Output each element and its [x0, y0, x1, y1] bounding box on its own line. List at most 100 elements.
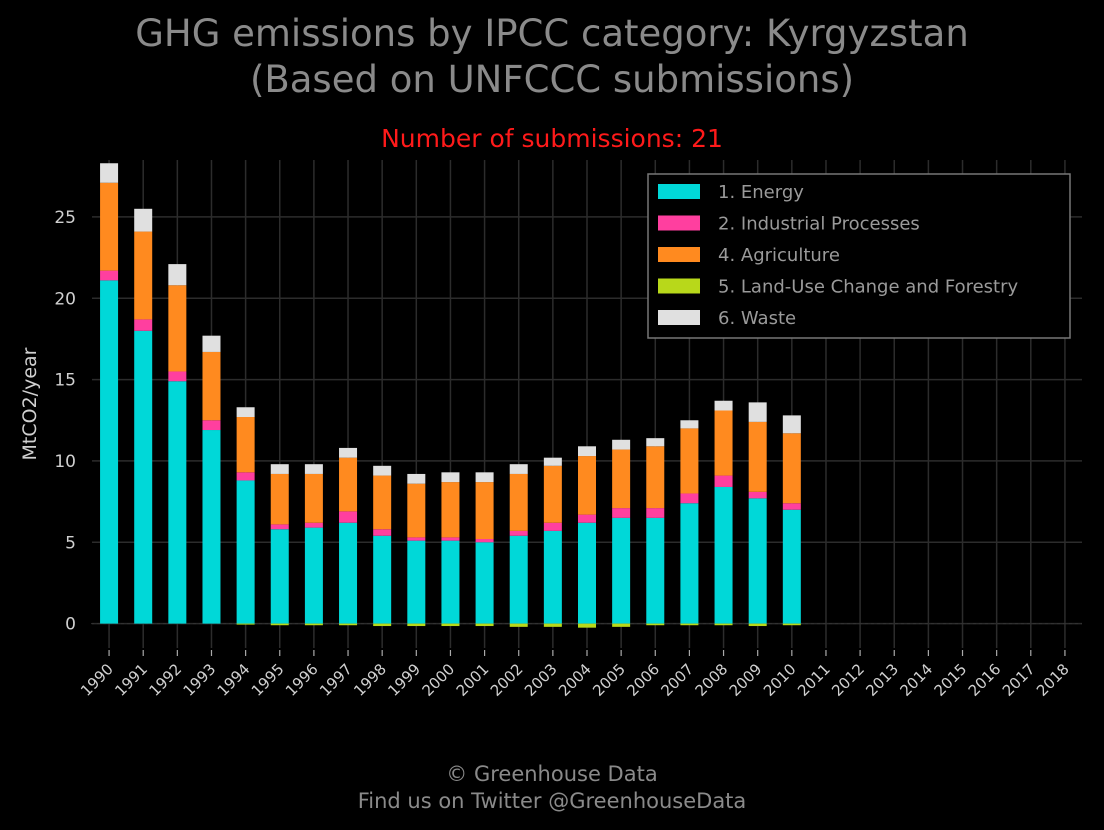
x-tick-label: 2005: [589, 660, 629, 700]
bar-segment: [748, 623, 767, 627]
bar-segment: [373, 535, 392, 624]
bar-segment: [339, 457, 358, 512]
bar-segment: [441, 482, 460, 538]
copyright-footer: © Greenhouse Data: [446, 762, 658, 786]
x-tick-label: 2012: [828, 660, 868, 700]
bar-segment: [373, 475, 392, 530]
bar-segment: [578, 623, 596, 628]
legend-swatch: [658, 310, 700, 325]
bar-segment: [270, 464, 289, 474]
bar-segment: [646, 508, 665, 518]
bar-segment: [441, 540, 460, 624]
bar-segment: [236, 407, 255, 418]
bar-segment: [100, 280, 119, 624]
bar-segment: [339, 623, 358, 626]
bar-segment: [680, 493, 699, 504]
bar-segment: [748, 491, 767, 499]
bar-segment: [134, 208, 153, 232]
bar-segment: [646, 446, 665, 509]
bar-segment: [509, 464, 528, 474]
bar-segment: [407, 540, 426, 624]
legend-swatch: [658, 278, 700, 294]
y-tick-label: 0: [65, 615, 76, 635]
bar-segment: [782, 509, 801, 624]
bar-segment: [441, 537, 460, 541]
x-tick-label: 1992: [145, 660, 185, 700]
chart-title-line1: GHG emissions by IPCC category: Kyrgyzst…: [135, 12, 969, 55]
x-tick-label: 2013: [862, 660, 902, 700]
bar-segment: [202, 335, 221, 352]
bar-segment: [407, 483, 426, 538]
bar-segment: [543, 623, 562, 627]
bar-segment: [748, 402, 767, 422]
legend-swatch: [658, 247, 700, 262]
bar-segment: [782, 503, 801, 510]
x-tick-label: 2002: [487, 660, 527, 700]
bar-segment: [168, 381, 187, 624]
bar-segment: [304, 623, 323, 626]
legend-swatch: [658, 184, 700, 199]
bar-segment: [100, 182, 119, 271]
bar-segment: [782, 433, 801, 504]
x-tick-label: 2003: [521, 660, 561, 700]
bar-segment: [202, 351, 221, 421]
bar-segment: [680, 420, 699, 429]
bar-segment: [680, 428, 699, 494]
bar-segment: [782, 415, 801, 434]
bar-segment: [373, 529, 392, 536]
bar-segment: [714, 410, 733, 476]
bar-segment: [782, 623, 801, 626]
x-tick-label: 2001: [453, 660, 493, 700]
x-tick-label: 2015: [931, 660, 971, 700]
x-tick-label: 1997: [316, 660, 356, 700]
legend-label: 6. Waste: [718, 308, 796, 329]
y-tick-label: 15: [54, 371, 76, 391]
x-tick-label: 1998: [350, 660, 390, 700]
y-axis-label: MtCO2/year: [19, 347, 41, 460]
x-tick-label: 2004: [555, 660, 595, 700]
x-tick-label: 1991: [111, 660, 151, 700]
bar-segment: [612, 623, 631, 627]
legend-label: 5. Land-Use Change and Forestry: [718, 277, 1018, 298]
legend-label: 4. Agriculture: [718, 245, 840, 266]
chart-title-line2: (Based on UNFCCC submissions): [249, 58, 855, 101]
x-tick-label: 2017: [999, 660, 1039, 700]
bar-segment: [236, 623, 255, 625]
bar-segment: [236, 472, 255, 481]
bar-segment: [475, 542, 494, 624]
bar-segment: [168, 371, 187, 382]
y-tick-label: 25: [54, 208, 76, 228]
y-tick-label: 5: [65, 533, 76, 553]
bar-segment: [680, 623, 699, 626]
bar-segment: [543, 457, 562, 466]
bar-segment: [509, 473, 528, 531]
bar-segment: [100, 163, 119, 183]
bar-segment: [475, 623, 494, 627]
bar-segment: [168, 285, 187, 372]
legend-swatch: [658, 215, 700, 231]
x-tick-label: 2018: [1033, 660, 1073, 700]
bar-segment: [646, 517, 665, 624]
x-tick-label: 1990: [77, 660, 117, 700]
bar-segment: [612, 449, 631, 509]
legend-box: [647, 173, 1071, 339]
x-tick-label: 1995: [248, 660, 288, 700]
y-tick-label: 10: [54, 452, 76, 472]
bar-segment: [475, 472, 494, 483]
bar-segment: [407, 537, 426, 541]
bar-segment: [543, 530, 562, 624]
x-tick-label: 2007: [658, 660, 698, 700]
bar-segment: [236, 480, 255, 624]
x-tick-label: 2000: [419, 660, 459, 700]
legend: 1. Energy 2. Industrial Processes 4. Agric…: [647, 173, 1071, 339]
x-tick-label: 2016: [965, 660, 1005, 700]
bar-segment: [270, 623, 289, 626]
bar-segment: [748, 498, 767, 624]
bar-segment: [236, 417, 255, 473]
bar-segment: [748, 421, 767, 492]
bar-segment: [441, 623, 460, 627]
x-tick-label: 2010: [760, 660, 800, 700]
legend-label: 1. Energy: [718, 182, 804, 203]
bar-segment: [168, 264, 187, 286]
bar-segment: [270, 473, 289, 525]
